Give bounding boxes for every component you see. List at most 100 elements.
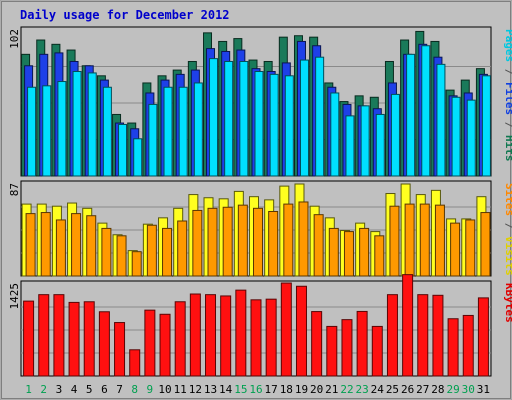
legend-entry: Files bbox=[503, 82, 512, 115]
bar-pages-day-13 bbox=[209, 58, 219, 177]
day-label-28: 28 bbox=[431, 383, 444, 396]
bar-sites-day-23 bbox=[359, 227, 370, 277]
bar-pages-day-6 bbox=[102, 86, 112, 177]
bar-kbytes-day-7 bbox=[114, 322, 126, 377]
bar-pages-day-8 bbox=[133, 138, 143, 177]
bar-sites-day-24 bbox=[374, 235, 385, 277]
bar-kbytes-day-27 bbox=[417, 294, 429, 377]
day-label-19: 19 bbox=[295, 383, 308, 396]
bar-kbytes-day-1 bbox=[23, 300, 35, 377]
legend-entry: KBytes bbox=[503, 283, 512, 323]
bar-kbytes-day-6 bbox=[98, 311, 110, 377]
bar-pages-day-17 bbox=[269, 73, 279, 177]
panel-2: 87 Sites / Visits bbox=[8, 180, 512, 277]
bar-kbytes-day-3 bbox=[53, 294, 65, 377]
bar-sites-day-20 bbox=[313, 214, 324, 277]
bar-pages-day-19 bbox=[299, 59, 309, 177]
bar-pages-day-27 bbox=[421, 45, 431, 177]
bar-kbytes-day-5 bbox=[83, 301, 95, 377]
bar-sites-day-2 bbox=[40, 212, 51, 277]
bar-pages-day-11 bbox=[178, 86, 188, 177]
bar-sites-day-3 bbox=[55, 219, 66, 277]
bar-kbytes-day-26 bbox=[402, 274, 414, 377]
panel-1: 102 Pages / Files / Hits bbox=[8, 26, 512, 177]
bar-sites-day-9 bbox=[146, 224, 157, 277]
panel-legend: Pages / Files / Hits bbox=[503, 29, 512, 162]
bar-pages-day-16 bbox=[254, 71, 264, 177]
bar-kbytes-day-19 bbox=[295, 285, 307, 377]
legend-entry: Visits bbox=[503, 236, 512, 276]
bar-pages-day-4 bbox=[72, 71, 82, 177]
day-label-11: 11 bbox=[174, 383, 187, 396]
bar-pages-day-31 bbox=[481, 75, 491, 177]
panel-legend: KBytes bbox=[503, 283, 512, 323]
day-label-30: 30 bbox=[462, 383, 475, 396]
day-label-24: 24 bbox=[371, 383, 385, 396]
chart-title: Daily usage for December 2012 bbox=[20, 8, 230, 22]
bar-sites-day-15 bbox=[237, 204, 248, 277]
bar-pages-day-28 bbox=[436, 63, 446, 177]
bar-sites-day-29 bbox=[450, 222, 461, 277]
bar-pages-day-5 bbox=[87, 72, 97, 177]
bar-kbytes-day-14 bbox=[220, 295, 232, 377]
bar-sites-day-25 bbox=[389, 205, 400, 277]
bar-kbytes-day-9 bbox=[144, 309, 156, 377]
bar-sites-day-16 bbox=[253, 207, 263, 277]
day-label-16: 16 bbox=[249, 383, 262, 396]
bar-sites-day-31 bbox=[480, 212, 491, 277]
day-label-15: 15 bbox=[234, 383, 247, 396]
bar-kbytes-day-29 bbox=[447, 318, 459, 377]
bar-kbytes-day-21 bbox=[326, 325, 338, 377]
day-label-9: 9 bbox=[147, 383, 154, 396]
day-label-25: 25 bbox=[386, 383, 399, 396]
bar-pages-day-9 bbox=[148, 103, 158, 177]
bar-pages-day-23 bbox=[360, 105, 370, 177]
bar-pages-day-29 bbox=[451, 96, 461, 177]
bar-kbytes-day-24 bbox=[371, 325, 383, 377]
panel-legend: Sites / Visits bbox=[503, 183, 512, 276]
day-label-20: 20 bbox=[310, 383, 323, 396]
bar-sites-day-1 bbox=[25, 213, 36, 277]
panel-3: 1425 KBytes bbox=[8, 274, 512, 377]
bar-kbytes-day-16 bbox=[250, 299, 262, 377]
bar-pages-day-7 bbox=[118, 123, 128, 177]
bar-pages-day-2 bbox=[42, 85, 52, 177]
bar-pages-day-20 bbox=[315, 56, 325, 177]
day-label-1: 1 bbox=[25, 383, 32, 396]
bar-sites-day-13 bbox=[207, 207, 218, 277]
bar-sites-day-19 bbox=[298, 201, 309, 277]
bar-sites-day-7 bbox=[116, 235, 127, 277]
bar-pages-day-10 bbox=[163, 86, 173, 177]
legend-entry: Sites bbox=[503, 183, 512, 216]
panel-max-label: 87 bbox=[8, 183, 21, 196]
bar-pages-day-21 bbox=[330, 92, 340, 177]
day-label-2: 2 bbox=[40, 383, 47, 396]
day-label-4: 4 bbox=[71, 383, 78, 396]
bar-kbytes-day-31 bbox=[477, 297, 489, 377]
bar-kbytes-day-2 bbox=[38, 294, 50, 377]
day-label-26: 26 bbox=[401, 383, 414, 396]
legend-entry: Hits bbox=[503, 135, 512, 162]
bar-kbytes-day-25 bbox=[386, 294, 398, 377]
day-label-14: 14 bbox=[219, 383, 233, 396]
bar-kbytes-day-12 bbox=[189, 293, 201, 377]
bar-sites-day-26 bbox=[404, 203, 415, 277]
bar-pages-day-12 bbox=[193, 82, 203, 177]
day-label-22: 22 bbox=[340, 383, 353, 396]
bar-sites-day-27 bbox=[419, 203, 430, 277]
bar-kbytes-day-10 bbox=[159, 313, 171, 377]
bar-kbytes-day-17 bbox=[265, 298, 277, 377]
bar-kbytes-day-15 bbox=[235, 289, 247, 377]
day-label-12: 12 bbox=[189, 383, 202, 396]
day-label-10: 10 bbox=[158, 383, 171, 396]
bar-kbytes-day-30 bbox=[462, 314, 474, 377]
bar-pages-day-25 bbox=[390, 93, 400, 177]
bar-kbytes-day-8 bbox=[129, 349, 141, 377]
bar-pages-day-30 bbox=[466, 99, 476, 177]
bar-pages-day-18 bbox=[284, 75, 294, 177]
day-label-5: 5 bbox=[86, 383, 93, 396]
bar-pages-day-1 bbox=[27, 86, 37, 177]
bar-sites-day-12 bbox=[192, 209, 203, 277]
